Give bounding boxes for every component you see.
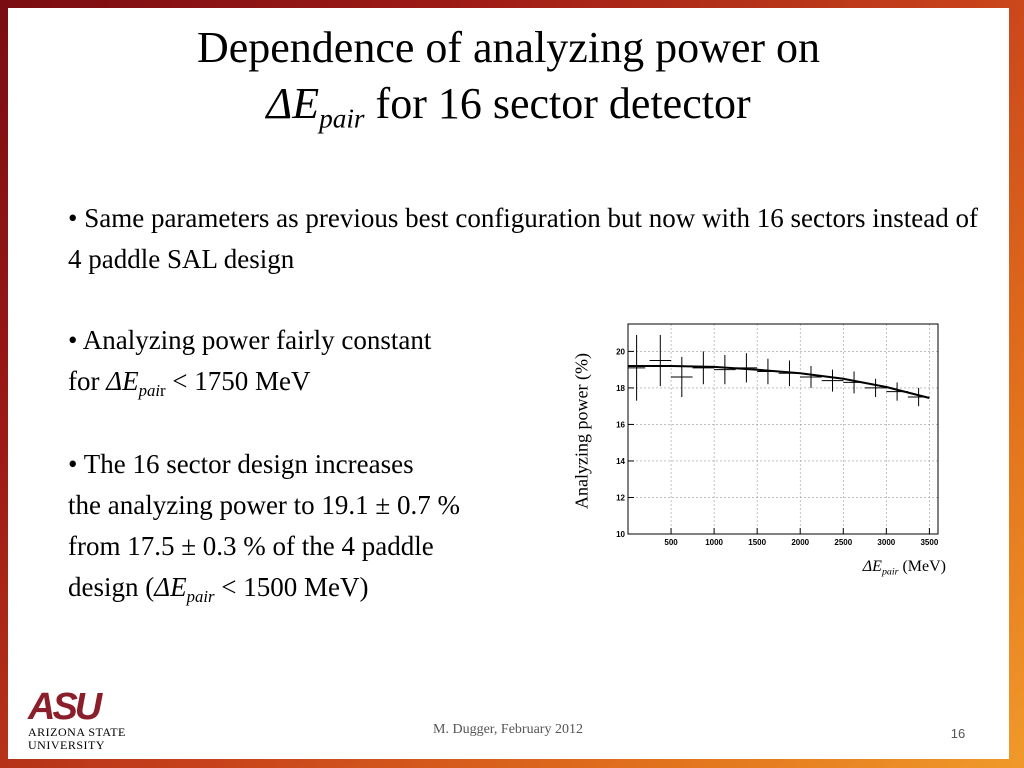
bullet-3-subscript: pair: [186, 586, 215, 606]
asu-logo-line-1: ARIZONA STATE: [28, 725, 126, 739]
x-axis-symbol: ΔE: [862, 558, 882, 575]
analyzing-power-chart: 500 1000 1500 2000 2500 3000 3500 10 12 14 16 18 20 …: [568, 314, 948, 578]
asu-logo: ASU ARIZONA STATE UNIVERSITY: [28, 688, 138, 758]
x-tick-label: 1000: [705, 538, 723, 547]
bullet-2-subscript: pai: [138, 380, 160, 400]
x-axis-label: ΔEpair (MeV): [863, 558, 946, 577]
bullet-2-subscript-tail: r: [159, 380, 166, 400]
x-tick-label: 1500: [748, 538, 766, 547]
bullet-3-line-1: • The 16 sector design increases: [68, 449, 414, 479]
bullet-3-symbol: ΔE: [154, 572, 187, 602]
title-subscript: pair: [319, 103, 365, 134]
slide-title: Dependence of analyzing power on ΔEpair …: [8, 20, 1009, 147]
x-axis-unit: (MeV): [898, 558, 946, 575]
plot-frame: [627, 323, 939, 535]
footer-text: M. Dugger, February 2012: [433, 722, 583, 737]
y-tick-label: 12: [616, 493, 625, 502]
y-axis-label-wrap: Analyzing power (%): [562, 328, 602, 534]
page-number: 16: [950, 726, 966, 741]
fit-curve: [628, 365, 930, 399]
bullet-2-post: < 1750 MeV: [165, 366, 311, 396]
x-axis-subscript: pair: [881, 566, 899, 578]
asu-logo-mark: ASU: [28, 686, 102, 728]
bullet-3-post: < 1500 MeV): [214, 572, 369, 602]
y-tick-label: 18: [616, 384, 625, 393]
title-line-2: ΔEpair for 16 sector detector: [8, 76, 1009, 147]
x-tick-label: 2000: [791, 538, 809, 547]
bullet-3-pre: design (: [68, 572, 155, 602]
y-tick-label: 10: [616, 530, 625, 539]
title-line-1: Dependence of analyzing power on: [196, 23, 821, 72]
slide: Dependence of analyzing power on ΔEpair …: [8, 8, 1009, 759]
bullet-2-pre: for: [68, 366, 107, 396]
asu-logo-line-2: UNIVERSITY: [28, 738, 105, 752]
y-tick-label: 16: [616, 420, 625, 429]
bullet-1: • Same parameters as previous best confi…: [68, 203, 978, 274]
x-tick-label: 500: [664, 538, 678, 547]
y-tick-label: 14: [616, 457, 625, 466]
bullet-2-symbol: ΔE: [106, 366, 139, 396]
x-tick-label: 2500: [834, 538, 852, 547]
bullet-3: • The 16 sector design increases the ana…: [68, 444, 588, 617]
bullet-3-line-2: the analyzing power to 19.1 ± 0.7 %: [68, 490, 460, 520]
y-tick-label: 20: [616, 347, 625, 356]
bullet-2: • Analyzing power fairly constant for ΔE…: [68, 320, 568, 411]
bullet-2-line-1: • Analyzing power fairly constant: [68, 325, 432, 355]
chart-plot: 500 1000 1500 2000 2500 3000 3500 10 12 14 16 18 20: [616, 323, 939, 547]
x-tick-label: 3500: [920, 538, 938, 547]
x-tick-label: 3000: [877, 538, 895, 547]
y-axis-label: Analyzing power (%): [571, 353, 592, 509]
title-symbol: ΔE: [266, 79, 320, 128]
bullet-3-line-3: from 17.5 ± 0.3 % of the 4 paddle: [68, 531, 434, 561]
title-line-2-rest: for 16 sector detector: [364, 79, 751, 128]
